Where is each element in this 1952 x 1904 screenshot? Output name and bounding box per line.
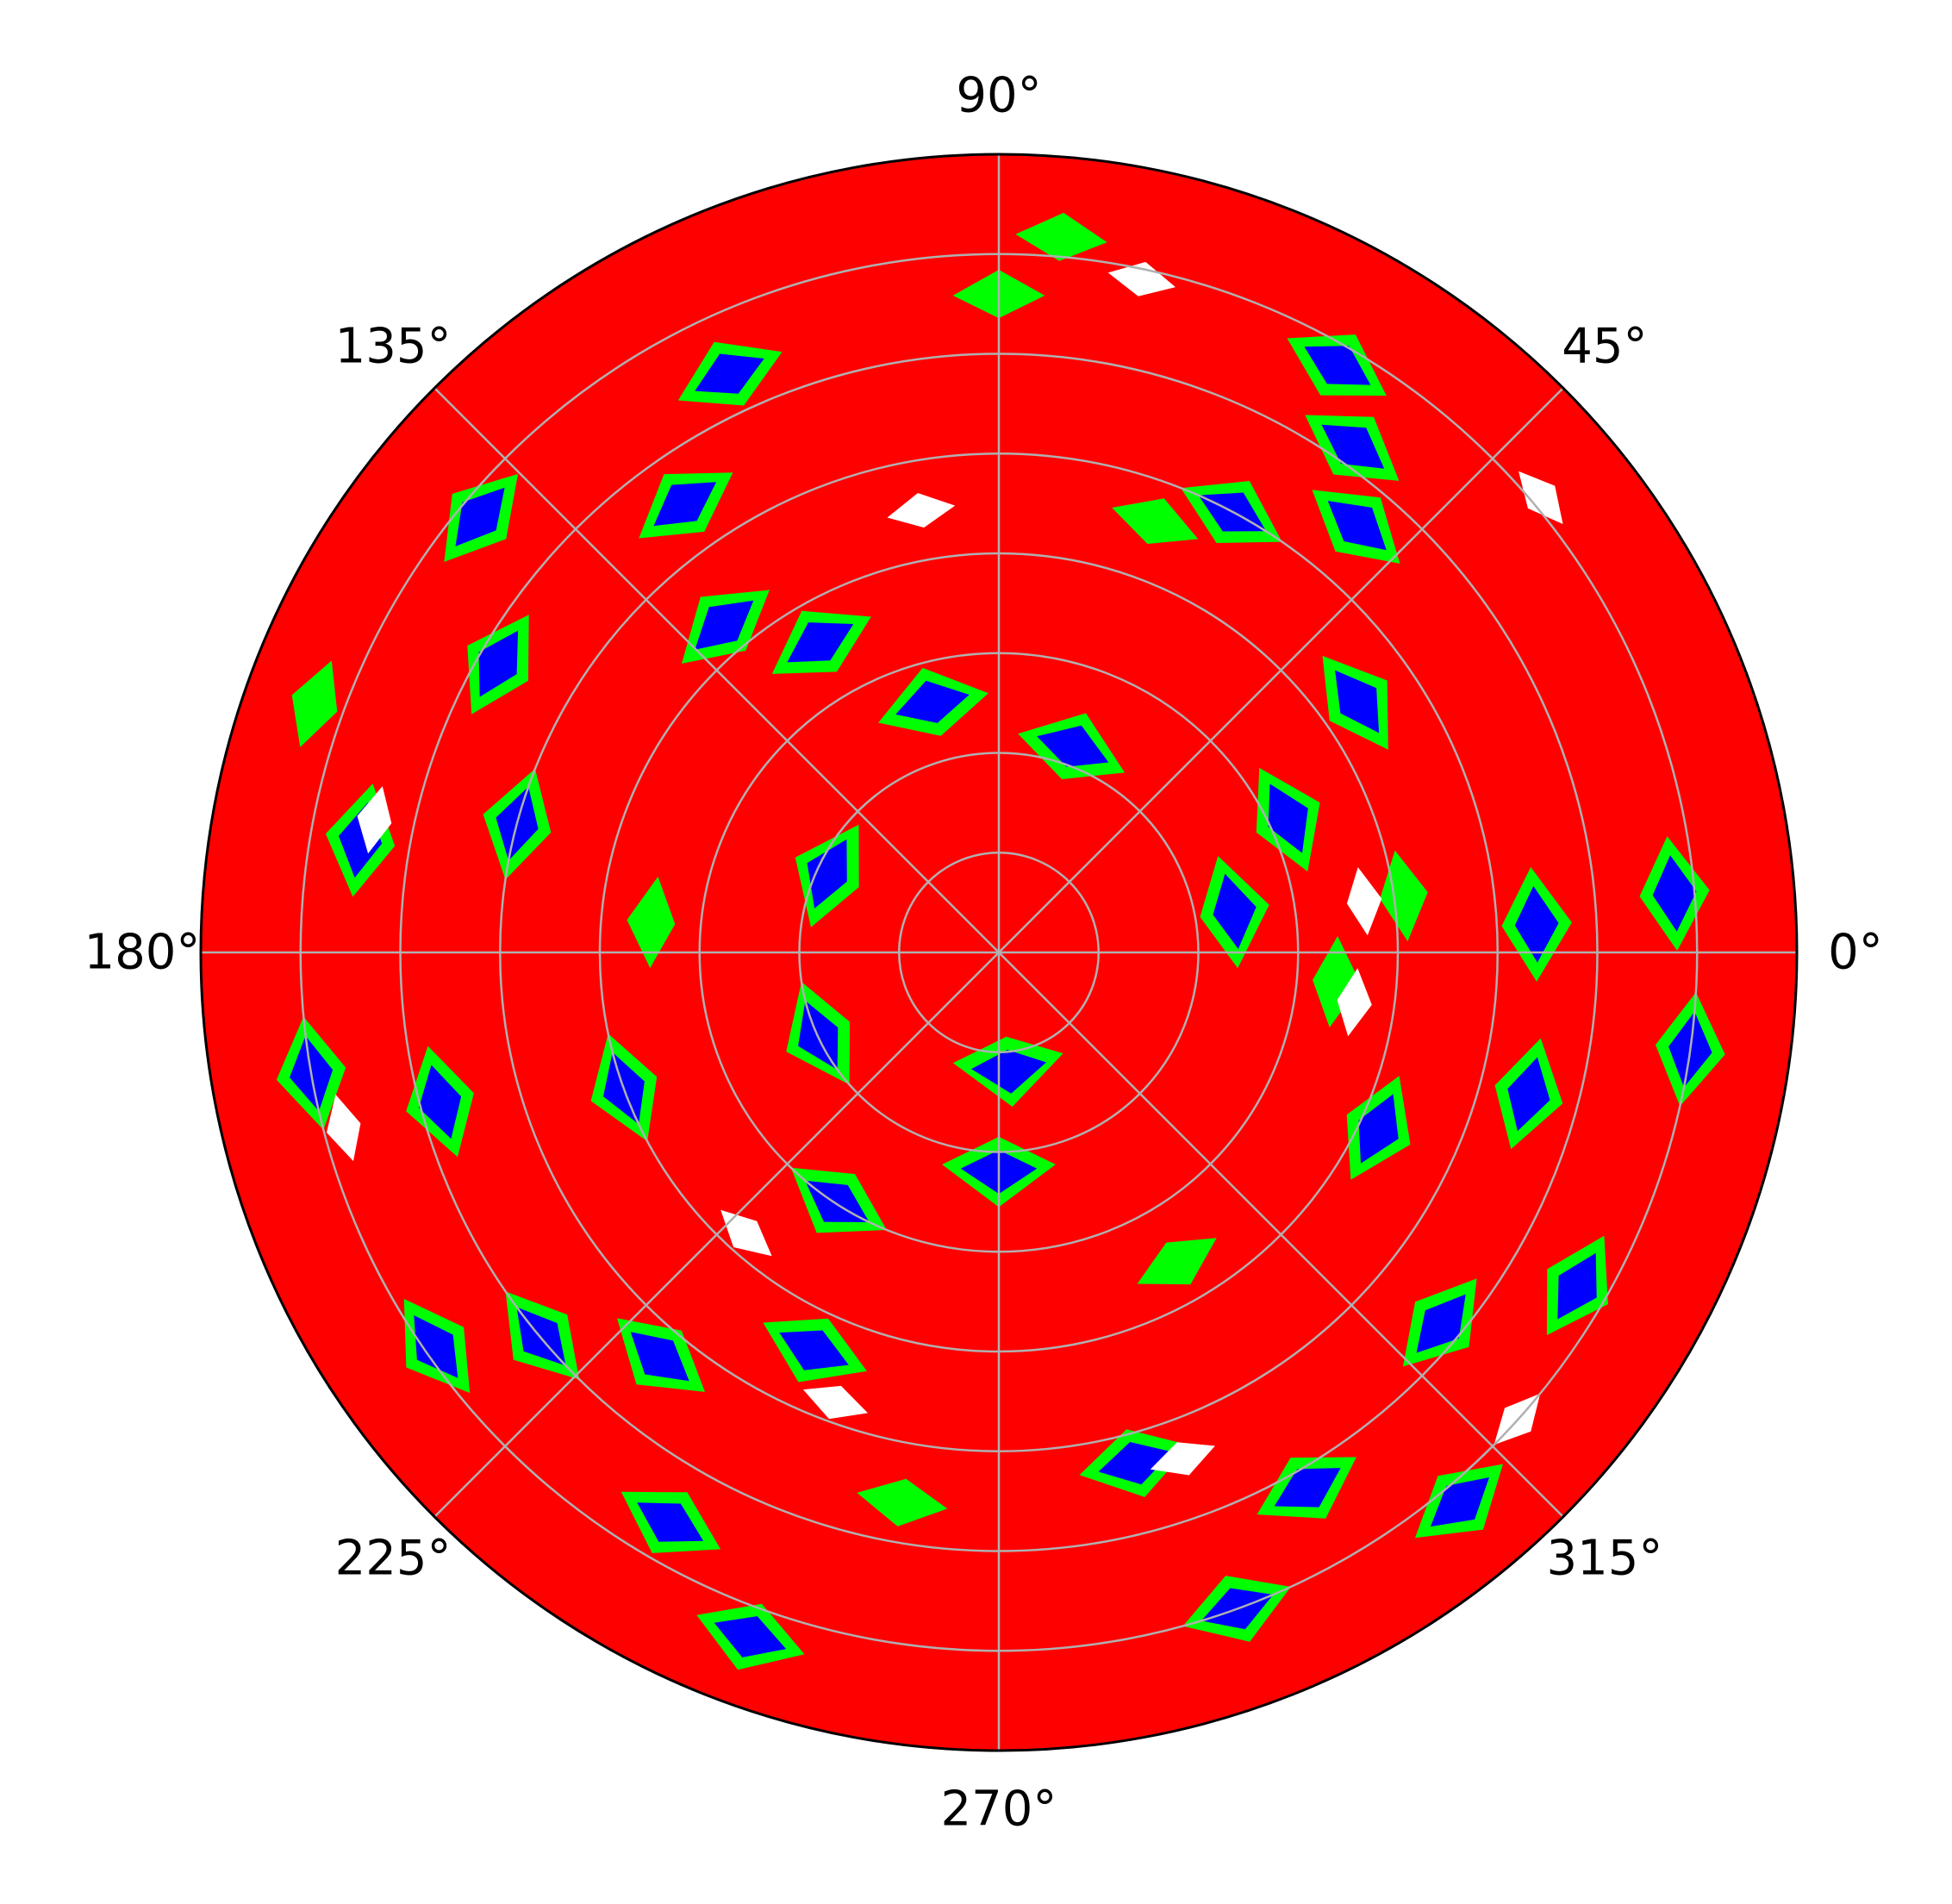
theta-tick-label: 90°	[956, 68, 1041, 124]
contour-region	[414, 1315, 458, 1378]
contour-region-gap	[720, 1209, 772, 1257]
contour-region	[291, 660, 338, 747]
contour-region	[807, 839, 847, 908]
contour-region-gap	[1346, 867, 1382, 936]
contour-region	[714, 1616, 787, 1657]
contour-region	[1213, 873, 1257, 949]
angular-grid-line	[998, 387, 1564, 953]
theta-tick-label: 315°	[1546, 1530, 1662, 1586]
contour-region-gap	[1150, 1442, 1215, 1476]
contour-region	[1015, 212, 1107, 261]
contour-region	[1327, 501, 1387, 551]
angular-grid-line	[433, 387, 1000, 953]
contour-region	[695, 600, 754, 650]
contour-region	[805, 1180, 870, 1222]
contour-region	[653, 482, 717, 527]
contour-region	[1514, 886, 1559, 963]
angular-grid-line	[998, 952, 1564, 1518]
contour-region	[637, 1502, 704, 1542]
contour-region	[1268, 783, 1308, 853]
contour-region-gap	[802, 1385, 868, 1420]
contour-region	[1416, 1294, 1466, 1353]
contour-region	[1313, 936, 1361, 1027]
contour-region-gap	[357, 786, 392, 854]
contour-region	[1098, 1442, 1173, 1485]
contour-region	[1321, 424, 1385, 469]
contour-region	[857, 1478, 948, 1526]
contour-region	[630, 1332, 689, 1382]
contour-region	[455, 487, 505, 546]
contour-region	[1557, 1252, 1597, 1320]
contour-region	[1304, 346, 1371, 385]
contour-region-gap	[327, 1094, 361, 1162]
contour-region	[1112, 498, 1199, 544]
theta-tick-label: 135°	[335, 319, 452, 375]
contour-region	[1335, 670, 1380, 734]
contour-region	[1380, 850, 1428, 942]
contour-region-gap	[1337, 968, 1372, 1037]
contour-region	[971, 1050, 1046, 1094]
theta-tick-label: 180°	[84, 925, 201, 981]
theta-tick-label: 225°	[335, 1530, 452, 1586]
polar-grid	[199, 153, 1799, 1752]
angular-grid-line	[433, 952, 1000, 1518]
polar-frame	[199, 153, 1799, 1752]
contour-region	[1037, 725, 1109, 767]
contour-region	[779, 1330, 849, 1370]
contour-region	[418, 1064, 462, 1139]
contour-region	[695, 353, 764, 394]
contour-region-gap	[1519, 471, 1563, 524]
contour-region-gap	[887, 493, 956, 528]
theta-tick-labels: 0° 45° 90° 135° 180° 225° 270° 315°	[84, 68, 1883, 1838]
theta-tick-label: 0°	[1828, 925, 1883, 981]
theta-tick-label: 45°	[1562, 319, 1647, 375]
theta-tick-label: 270°	[941, 1782, 1057, 1838]
contour-region	[1652, 855, 1697, 932]
contour-region	[787, 622, 854, 663]
contour-region	[1274, 1468, 1341, 1508]
contour-region	[895, 680, 970, 723]
contour-region	[478, 630, 519, 697]
contour-region	[627, 877, 676, 968]
contour-region	[1137, 1238, 1217, 1285]
contour-region	[1507, 1057, 1550, 1132]
contour-region	[1358, 1094, 1399, 1164]
contour-region-gap	[1107, 261, 1176, 297]
